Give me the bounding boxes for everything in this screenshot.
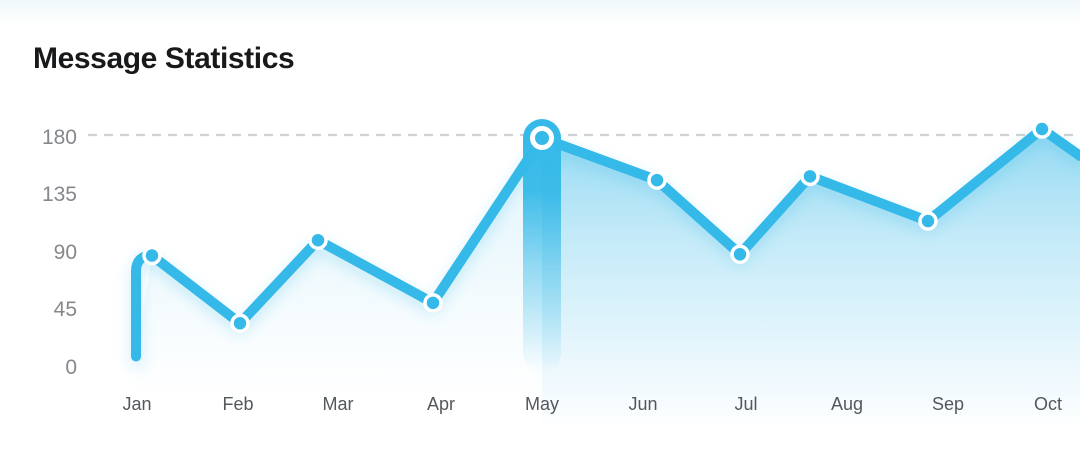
data-point-jan[interactable]: [142, 245, 162, 266]
highlight-band-may: [523, 118, 561, 372]
data-point-sep[interactable]: [918, 211, 938, 231]
area-fill-left: [136, 137, 542, 452]
chart-title: Message Statistics: [33, 42, 295, 75]
data-point-jul[interactable]: [730, 244, 750, 265]
data-point-aug[interactable]: [800, 166, 820, 187]
highlight-point-may-center[interactable]: [534, 130, 550, 146]
data-point-jun[interactable]: [647, 170, 667, 190]
data-point-feb[interactable]: [230, 313, 250, 334]
data-point-apr[interactable]: [423, 293, 443, 313]
highlight-point-may-ring[interactable]: [530, 125, 554, 150]
data-point-mar[interactable]: [308, 230, 328, 250]
data-point-oct[interactable]: [1032, 119, 1052, 139]
